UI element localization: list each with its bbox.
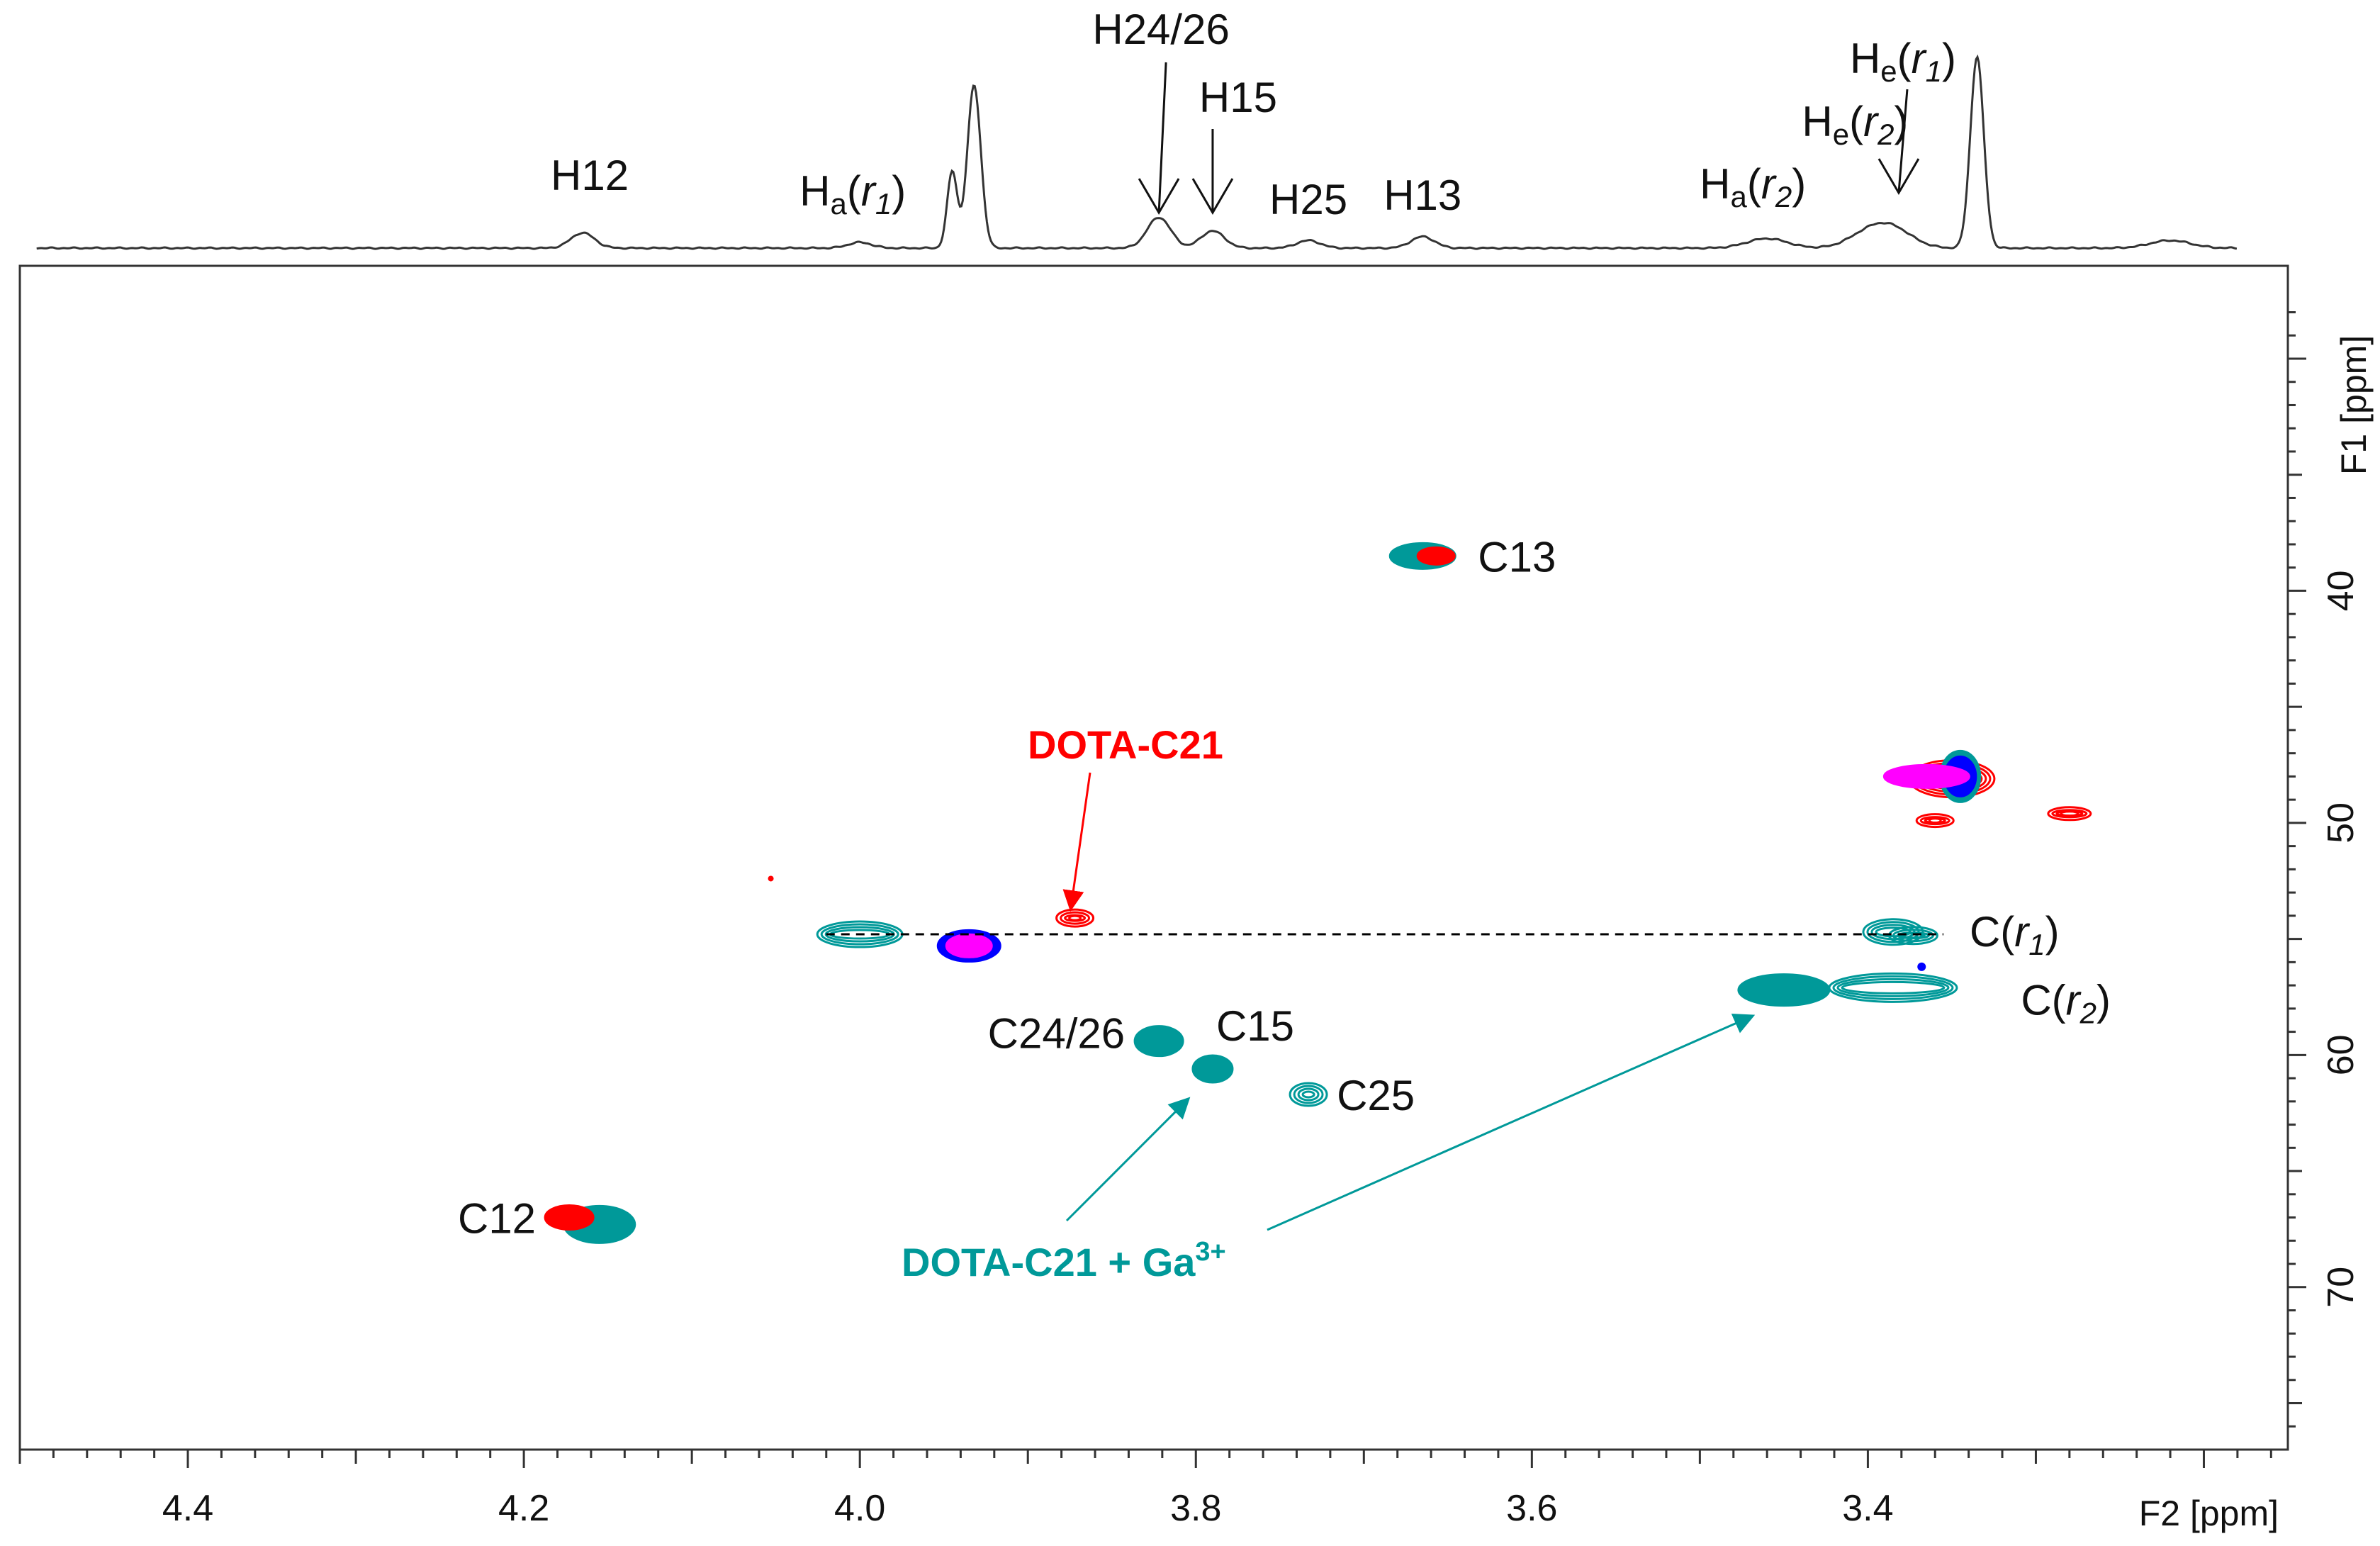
label-c15: C15 bbox=[1216, 1002, 1294, 1050]
cross-peak-red-3-36-contour bbox=[1919, 816, 1950, 826]
annotation-dota-c21-ga: DOTA-C21 + Ga3+ bbox=[902, 1237, 1226, 1284]
x-tick-label: 4.2 bbox=[498, 1488, 549, 1529]
x-tick-label: 4.0 bbox=[834, 1488, 885, 1529]
cross-peak-c13-red bbox=[1416, 546, 1456, 566]
cross-peak-c-r2-right-contour bbox=[1828, 972, 1958, 1003]
cross-peak-red-3-28-contour bbox=[2060, 810, 2079, 817]
cross-peak-c-r1-contour bbox=[1862, 918, 1924, 946]
y-tick-label: 70 bbox=[2320, 1267, 2362, 1308]
cross-peak-c-r2-right-contour bbox=[1832, 975, 1954, 1000]
peak-label-h12: H12 bbox=[551, 152, 629, 199]
cross-peak-c15 bbox=[1191, 1054, 1234, 1084]
projection-arrow-head bbox=[1191, 178, 1234, 215]
projection-trace bbox=[36, 54, 2238, 250]
y-axis: 40 50 60 70 F1 [ppm] bbox=[2286, 266, 2374, 1450]
cross-peak-red-3-28-contour bbox=[2047, 806, 2092, 822]
peak-label-h15: H15 bbox=[1199, 74, 1277, 121]
x-tick-label: 4.4 bbox=[162, 1488, 213, 1529]
cross-peak-c25-contour bbox=[1293, 1085, 1324, 1104]
x-tick-label: 3.4 bbox=[1842, 1488, 1893, 1529]
cross-peak-c-r1-b-contour bbox=[1892, 929, 1934, 943]
cross-peak-magenta-3-93 bbox=[945, 933, 993, 958]
label-c13: C13 bbox=[1478, 533, 1556, 581]
cross-peak-red-dot bbox=[768, 875, 774, 882]
annotation-arrow-teal-cr2 bbox=[1267, 1014, 1756, 1231]
peak-label-he-r2: He(r2) bbox=[1802, 98, 1908, 151]
cross-peak-c24-26 bbox=[1133, 1025, 1184, 1058]
annotation-arrow-teal-c15 bbox=[1065, 1097, 1191, 1222]
cross-peak-red-3-87 bbox=[1055, 908, 1095, 928]
x-axis-title: F2 [ppm] bbox=[2139, 1494, 2279, 1533]
proton-projection: H12 Ha(r1) H24/26 H15 H25 H13 Ha(r2) He(… bbox=[36, 6, 2238, 250]
cross-peak-red-3-28-contour bbox=[2051, 809, 2088, 819]
projection-arrow-head bbox=[1138, 178, 1180, 215]
cross-peak-magenta-3-34 bbox=[1882, 763, 1970, 789]
cross-peaks bbox=[544, 542, 2092, 1244]
peak-label-ha-r1: Ha(r1) bbox=[799, 167, 906, 220]
cross-peak-red-3-36-contour bbox=[1915, 813, 1955, 829]
annotation-arrow-red bbox=[1062, 772, 1091, 912]
cross-peak-c-r2-right-contour bbox=[1836, 978, 1950, 997]
projection-arrows bbox=[1138, 62, 1920, 215]
cross-peak-c-r1-b-contour bbox=[1887, 926, 1938, 946]
peak-label-h13: H13 bbox=[1383, 172, 1461, 219]
cross-peak-c25 bbox=[1289, 1082, 1328, 1107]
peak-label-he-r1: He(r1) bbox=[1850, 35, 1956, 88]
cross-peak-c25-contour bbox=[1301, 1090, 1315, 1099]
x-tick-label: 3.6 bbox=[1506, 1488, 1557, 1529]
cross-peak-red-3-36 bbox=[1915, 813, 1955, 829]
annotations: DOTA-C21 DOTA-C21 + Ga3+ bbox=[902, 722, 1756, 1284]
x-tick-label: 3.8 bbox=[1170, 1488, 1221, 1529]
cross-peak-red-3-28 bbox=[2047, 806, 2092, 822]
projection-arrow bbox=[1157, 62, 1167, 213]
cross-peak-c25-contour bbox=[1289, 1082, 1328, 1107]
cross-peak-red-3-36-contour bbox=[1928, 817, 1942, 824]
cross-peak-c-r2-right-contour bbox=[1841, 980, 1946, 995]
cross-peak-labels: C13 C12 C24/26 C15 C25 C(r1) C(r2) bbox=[458, 533, 2111, 1242]
label-c-r1: C(r1) bbox=[1970, 908, 2060, 961]
cross-peak-red-3-87-contour bbox=[1068, 914, 1082, 922]
peak-label-ha-r2: Ha(r2) bbox=[1700, 160, 1806, 213]
projection-arrow bbox=[1897, 89, 1909, 194]
label-c24-26: C24/26 bbox=[988, 1010, 1125, 1058]
x-axis: 4.4 4.2 4.0 3.8 3.6 3.4 F2 [ppm] bbox=[18, 1448, 2288, 1533]
y-tick-label: 40 bbox=[2320, 571, 2362, 612]
peak-label-h24-26: H24/26 bbox=[1092, 6, 1229, 53]
cross-peak-c25-contour bbox=[1297, 1087, 1320, 1102]
cross-peak-c-r2-right bbox=[1828, 972, 1958, 1003]
cross-peak-c12-red bbox=[544, 1204, 595, 1231]
label-c25: C25 bbox=[1337, 1072, 1415, 1119]
cross-peak-red-3-87-contour bbox=[1060, 911, 1091, 925]
projection-arrow-head bbox=[1877, 158, 1920, 195]
annotation-dota-c21: DOTA-C21 bbox=[1028, 722, 1223, 767]
cross-peak-teal-4-00-contour bbox=[820, 923, 899, 946]
label-c12: C12 bbox=[458, 1195, 536, 1243]
cross-peak-c-r2-left bbox=[1737, 973, 1831, 1007]
y-axis-title: F1 [ppm] bbox=[2334, 335, 2374, 475]
cross-peak-blue-dot bbox=[1917, 962, 1926, 971]
label-c-r2: C(r2) bbox=[2021, 977, 2111, 1030]
y-tick-label: 60 bbox=[2320, 1034, 2362, 1075]
peak-label-h25: H25 bbox=[1269, 176, 1347, 223]
y-tick-label: 50 bbox=[2320, 802, 2362, 844]
